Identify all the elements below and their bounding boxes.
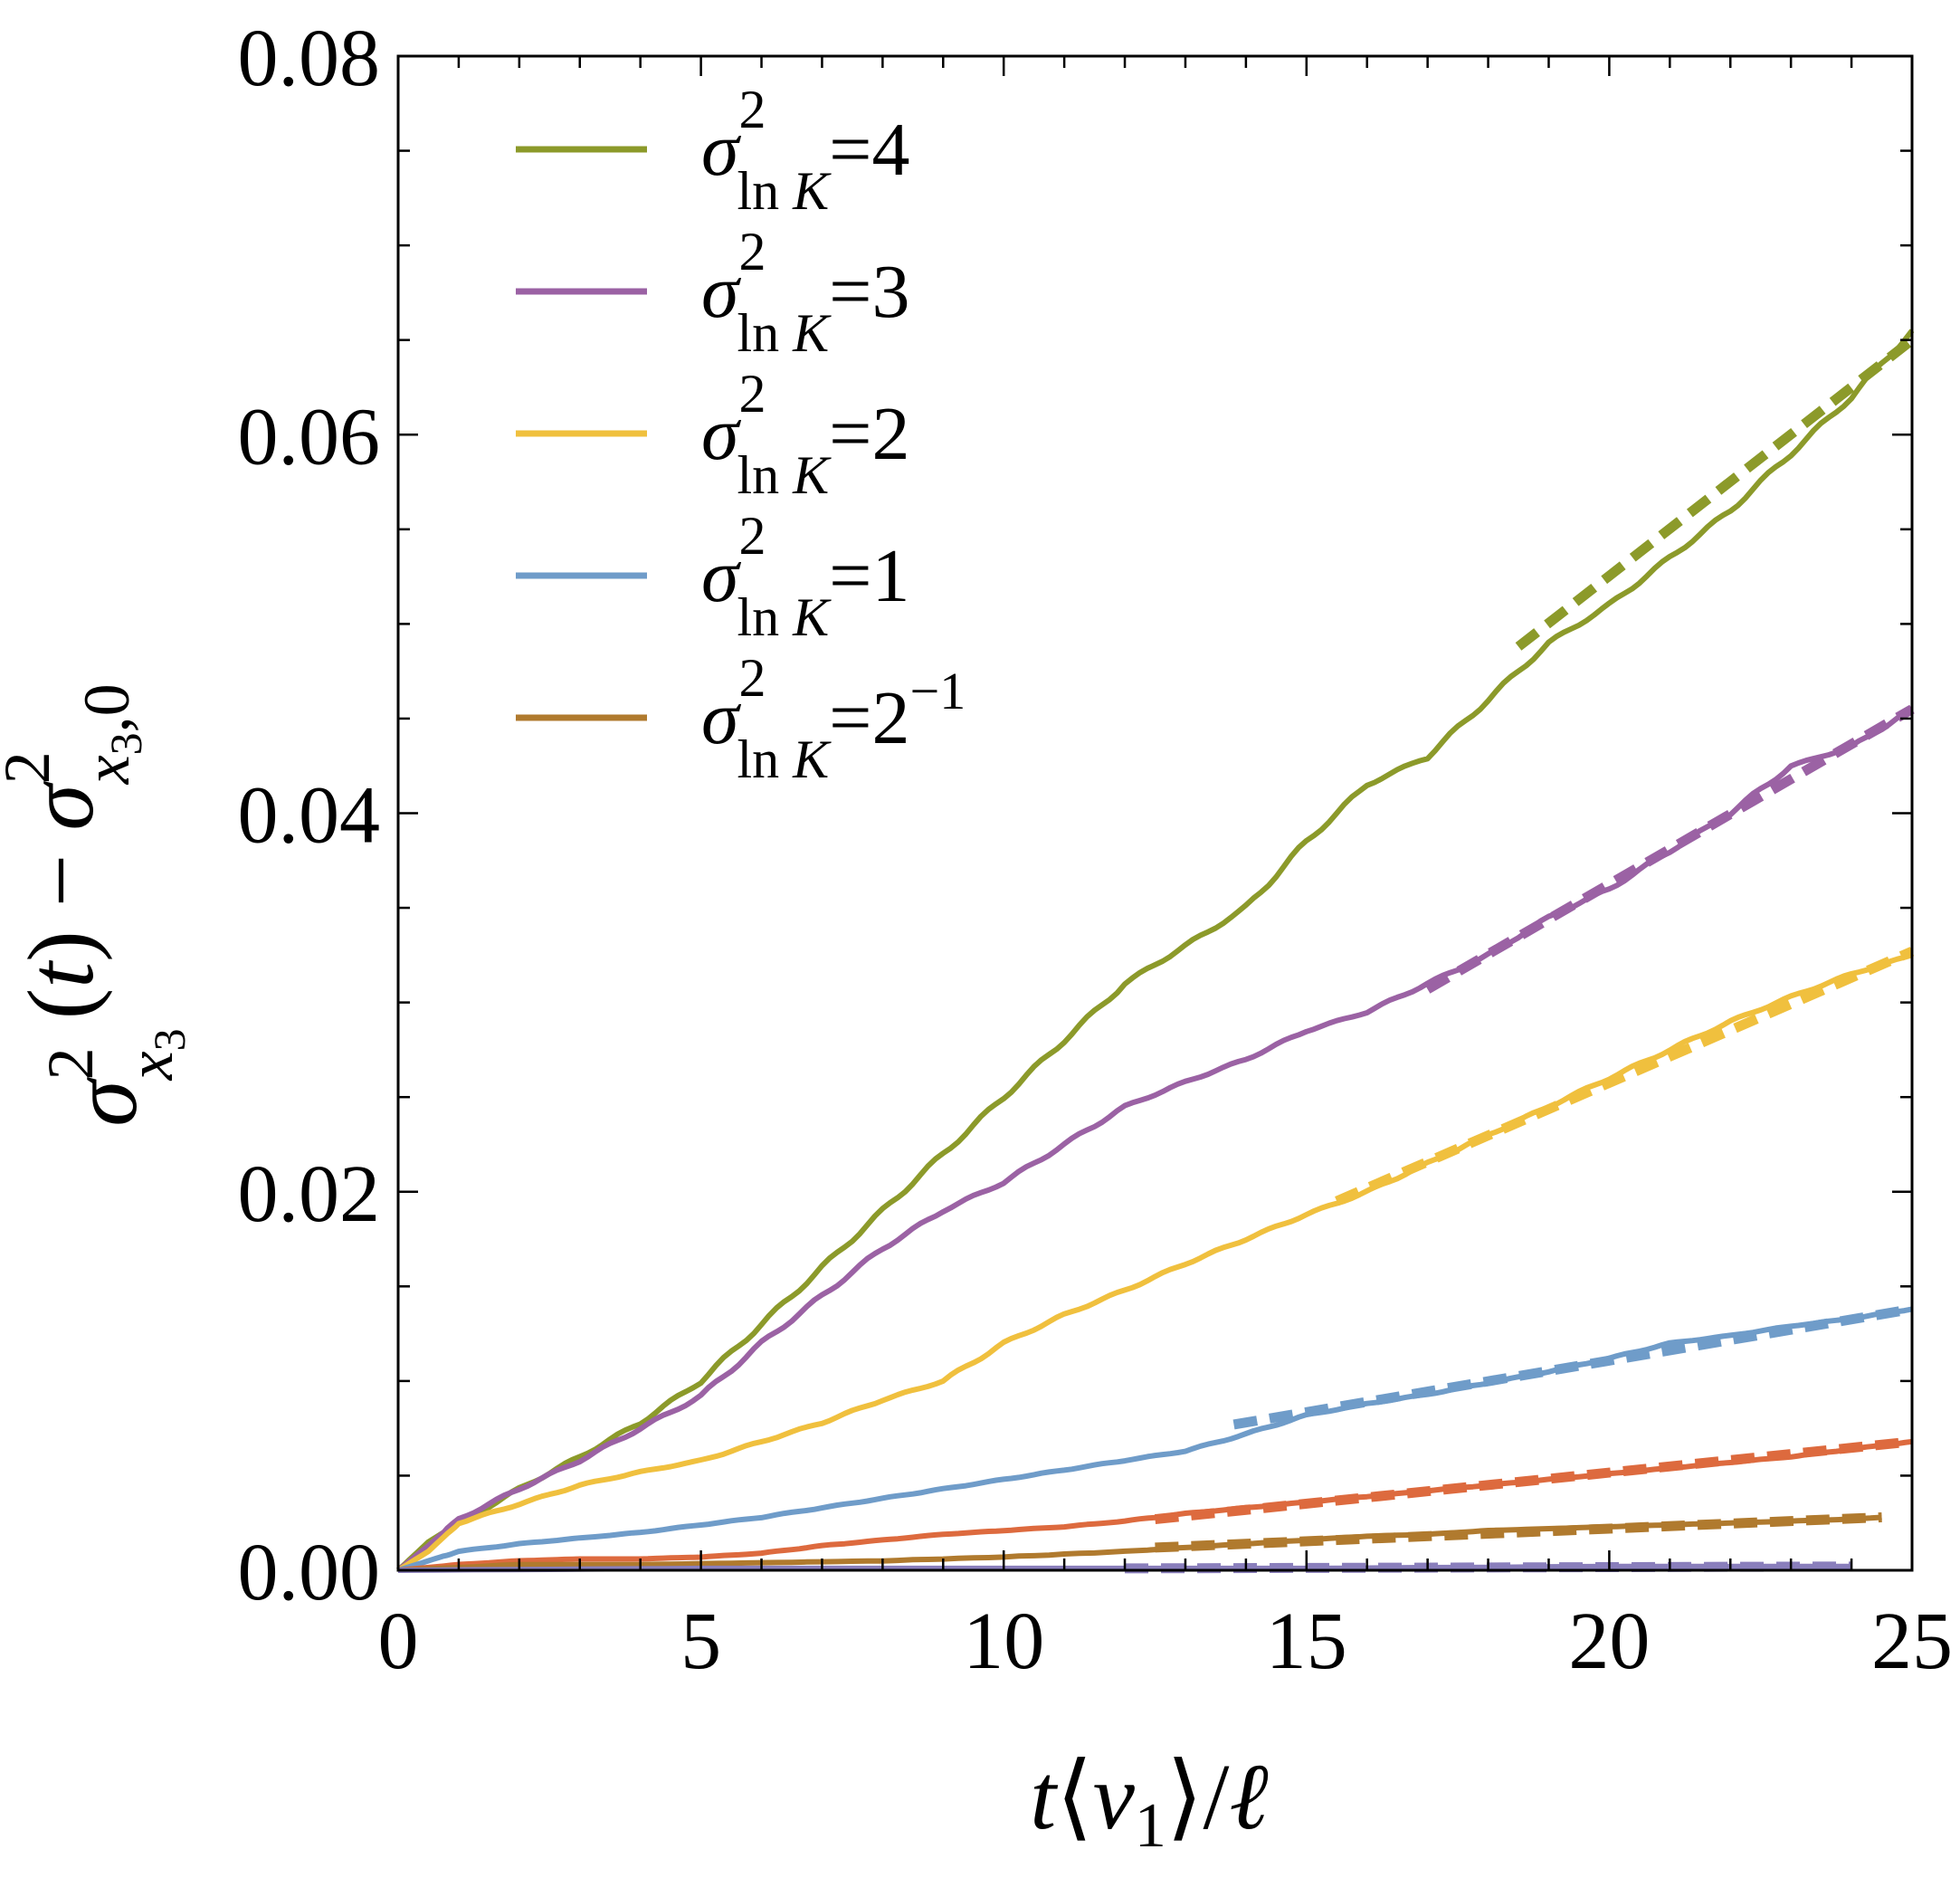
- legend-rest: =2: [829, 676, 909, 760]
- y-title-subsub2: 3: [100, 732, 151, 755]
- legend-subvar: K: [792, 445, 832, 505]
- legend-sigma: σ: [701, 250, 742, 334]
- y-title-sigma2: σ: [9, 781, 113, 831]
- legend-label: σ2 ln K=4: [701, 80, 910, 221]
- legend-entry: σ2 ln K=2: [516, 364, 910, 505]
- y-title-sub2-rest: ,0: [71, 683, 143, 732]
- series-fit-dashed: [1515, 336, 1916, 651]
- legend-sub: ln: [737, 445, 793, 505]
- legend-sub: ln: [737, 303, 793, 363]
- x-tick-label: 10: [963, 1597, 1044, 1686]
- y-title-sup1: 2: [34, 1047, 107, 1080]
- legend-label: σ2 ln K=2: [701, 364, 910, 505]
- series-line: [396, 706, 1914, 1573]
- legend-subvar: K: [792, 729, 832, 789]
- y-title-subsub1: 3: [144, 1028, 195, 1051]
- legend-sub: ln: [737, 161, 793, 221]
- series-group: [397, 1511, 1882, 1573]
- x-title-rangle: ⟩/: [1166, 1745, 1230, 1849]
- legend-sigma: σ: [701, 108, 742, 192]
- legend-rest: =2: [829, 392, 909, 476]
- x-title-t: t: [1030, 1745, 1058, 1849]
- legend-label: σ2 ln K=3: [701, 222, 910, 363]
- legend-entry: σ2 ln K=1: [516, 506, 910, 647]
- legend-sub: ln: [737, 587, 793, 647]
- legend-subvar: K: [792, 303, 832, 363]
- ticks: [396, 54, 1914, 1572]
- legend-subvar: K: [792, 161, 832, 221]
- legend-sup: 2: [738, 648, 766, 708]
- legend-entry: σ2 ln K=3: [516, 222, 910, 363]
- series-line: [396, 952, 1913, 1573]
- x-tick-label: 25: [1871, 1597, 1953, 1686]
- series-line: [397, 1563, 1852, 1573]
- x-title-langle: ⟨: [1056, 1745, 1093, 1849]
- legend-sup: 2: [738, 80, 766, 139]
- y-tick-label: 0.06: [238, 392, 381, 481]
- y-title-sub1: x: [114, 1051, 186, 1081]
- legend-sup: 2: [738, 222, 766, 281]
- x-tick-label: 20: [1568, 1597, 1650, 1686]
- y-title-sub2: x: [71, 755, 143, 785]
- y-title-sup2: 2: [0, 751, 63, 784]
- legend-sigma: σ: [701, 676, 742, 760]
- legend-sub: ln: [737, 729, 793, 789]
- series-line: [397, 1514, 1882, 1573]
- legend-entry: σ2 ln K=2−1: [516, 648, 966, 789]
- legend-restsup: −1: [910, 662, 966, 720]
- x-axis-title: t⟨v1⟩/ℓ: [1030, 1745, 1268, 1861]
- x-tick-label: 5: [680, 1597, 721, 1686]
- legend-sup: 2: [738, 506, 766, 566]
- series-group: [397, 1436, 1913, 1573]
- series-line: [397, 1306, 1913, 1573]
- y-tick-label: 0.00: [238, 1528, 381, 1617]
- series-fit-dashed: [1335, 947, 1915, 1206]
- x-title-v-sub: 1: [1135, 1791, 1166, 1861]
- series-group: [396, 947, 1915, 1573]
- series-group: [397, 1303, 1913, 1573]
- y-title-t: t: [9, 960, 113, 988]
- series-line: [397, 1438, 1913, 1573]
- y-tick-label: 0.04: [238, 771, 381, 861]
- legend-sigma: σ: [701, 392, 742, 476]
- legend-rest: =4: [829, 108, 909, 192]
- x-title-v: v: [1093, 1745, 1136, 1849]
- legend-label: σ2 ln K=1: [701, 506, 910, 647]
- x-tick-label: 15: [1266, 1597, 1347, 1686]
- series-group: [396, 704, 1915, 1573]
- x-title-ell: ℓ: [1229, 1745, 1268, 1849]
- legend-label: σ2 ln K=2−1: [701, 648, 966, 789]
- legend-rest: =1: [829, 534, 909, 618]
- tick-labels: 0.00 0.02 0.04 0.06 0.08 0 5 10 15 20 25: [238, 14, 1954, 1686]
- legend-sup: 2: [738, 364, 766, 424]
- y-title-sigma1: σ: [52, 1077, 157, 1127]
- legend-entry: σ2 ln K=4: [516, 80, 910, 221]
- y-tick-label: 0.08: [238, 14, 381, 103]
- legend-sigma: σ: [701, 534, 742, 618]
- legend-rest: =3: [829, 250, 909, 334]
- legend: σ2 ln K=4σ2 ln K=3σ2 ln K=2σ2 ln K=1σ2 ln K=2…: [516, 80, 966, 789]
- y-title-paren: (: [9, 988, 113, 1020]
- y-tick-label: 0.02: [238, 1149, 381, 1239]
- x-tick-label: 0: [378, 1597, 419, 1686]
- legend-subvar: K: [792, 587, 832, 647]
- y-title-paren-close: ) −: [9, 831, 113, 962]
